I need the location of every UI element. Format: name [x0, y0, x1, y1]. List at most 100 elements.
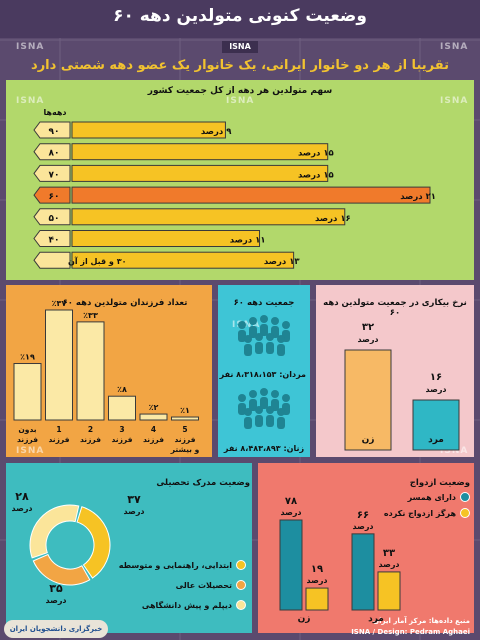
children-category-label: 3 [119, 425, 124, 434]
isna-logo: خبرگزاری دانشجویان ایران [4, 620, 108, 638]
watermark: ISNA [440, 42, 469, 52]
education-legend-2: تحصیلات عالی [96, 580, 246, 590]
men-icon-head [260, 315, 268, 323]
legend-label: دیپلم و پیش دانشگاهی [141, 600, 232, 610]
women-icon-head [271, 390, 279, 398]
marriage-category: زن [298, 614, 311, 624]
watermark: ISNA [440, 96, 469, 106]
children-category-label: 2 [88, 425, 93, 434]
decade-tag [33, 251, 71, 269]
children-value-label: ٪۳۳ [83, 311, 98, 320]
decade-label: ۵۰ [49, 214, 60, 224]
decade-bar [71, 230, 261, 247]
title-bar [0, 0, 480, 38]
men-icon-body [266, 342, 274, 354]
decade-bar [71, 186, 431, 204]
education-chart-title: وضعیت مدرک تحصیلی [156, 478, 250, 488]
watermark: ISNA [16, 96, 45, 106]
legend-label: هرگز ازدواج نکرده [383, 508, 456, 518]
decade-tag [33, 143, 71, 161]
unemployment-category: مرد [428, 435, 444, 445]
decades-chart-title: سهم متولدین هر دهه از کل جمعیت کشور [147, 86, 333, 96]
marriage-value: ۶۶ [357, 510, 369, 521]
men-icon-head [266, 333, 274, 341]
education-slice [32, 553, 91, 586]
unemployment-unit: درصد [357, 335, 378, 344]
education-legend-3: دیپلم و پیش دانشگاهی [96, 600, 246, 610]
women-population: زنان: ۸،۴۸۳،۸۹۳ نفر [223, 444, 305, 453]
children-category-label: بدون [18, 425, 36, 434]
children-category-label: فرزند [17, 435, 38, 444]
legend-swatch [460, 508, 470, 518]
women-icon-body [260, 397, 268, 409]
women-icon-body [266, 415, 274, 427]
women-icon-head [282, 394, 290, 402]
legend-swatch [236, 560, 246, 570]
children-bar [108, 395, 136, 421]
decade-label: ۴۰ [49, 236, 60, 246]
education-value: ۳۷ [127, 493, 141, 506]
education-unit: درصد [45, 596, 66, 605]
women-icon-body [277, 417, 285, 429]
watermark: ISNA [16, 446, 45, 456]
legend-swatch [236, 580, 246, 590]
unemployment-category: زن [362, 435, 375, 445]
men-icon-body [249, 326, 257, 338]
unemployment-unit: درصد [425, 385, 446, 394]
decade-bar [71, 208, 346, 226]
marriage-bar [305, 587, 329, 611]
watermark: ISNA [226, 96, 255, 106]
education-slice [29, 504, 80, 559]
children-category-label: 4 [151, 425, 156, 434]
legend-swatch [460, 492, 470, 502]
decade-tag [33, 164, 71, 182]
children-bar [171, 416, 199, 421]
children-category-label: 5 [182, 425, 187, 434]
decade-label: ۸۰ [49, 149, 60, 159]
watermark: ISNA [440, 446, 469, 456]
decade-value-label: ۱۵ درصد [298, 149, 334, 159]
decade-value-label: ۹ درصد [201, 127, 232, 137]
marriage-unit: درصد [306, 576, 327, 585]
children-category-label: فرزند [80, 435, 101, 444]
decade-value-label: ۱۳ درصد [264, 257, 301, 267]
men-icon-body [255, 342, 263, 354]
decade-bar [71, 251, 295, 269]
unemployment-chart-title: نرخ بیکاری در جمعیت متولدین دهه ۶۰ [323, 298, 467, 318]
page-title: وضعیت کنونی متولدین دهه ۶۰ [113, 6, 367, 26]
children-category-label: فرزند [111, 435, 132, 444]
men-icon-head [238, 321, 246, 329]
children-category-label: 1 [56, 425, 61, 434]
children-category-label: فرزند [48, 435, 69, 444]
education-value: ۳۵ [49, 582, 63, 595]
legend-swatch [236, 600, 246, 610]
marriage-category: مرد [368, 614, 384, 624]
women-icon-head [255, 406, 263, 414]
decade-value-label: ۱۶ درصد [315, 214, 351, 224]
decades-axis-header: دهه‌ها [43, 108, 67, 117]
unemployment-bar [344, 349, 392, 451]
children-value-label: ٪۲ [149, 403, 159, 412]
education-unit: درصد [123, 507, 144, 516]
women-icon-head [260, 388, 268, 396]
marriage-unit: درصد [280, 508, 301, 517]
women-icon-head [277, 408, 285, 416]
men-icon-body [260, 324, 268, 336]
decade-label: ۶۰ [49, 192, 60, 202]
children-category-label: فرزند [143, 435, 164, 444]
decade-label: ۷۰ [49, 170, 60, 180]
men-icon-head [277, 335, 285, 343]
children-value-label: ٪۸ [117, 385, 127, 394]
decade-tag [33, 121, 71, 139]
education-value: ۲۸ [15, 490, 29, 503]
children-bar [76, 321, 105, 421]
legend-label: دارای همسر [407, 492, 456, 502]
decade-tag [33, 208, 71, 226]
marriage-value: ۱۹ [311, 564, 323, 575]
decade-bar [71, 164, 329, 182]
decade-tag [33, 230, 71, 247]
marriage-chart-title: وضعیت ازدواج [409, 478, 470, 488]
unemployment-value: ۱۶ [430, 372, 442, 383]
population-panel [218, 285, 310, 457]
